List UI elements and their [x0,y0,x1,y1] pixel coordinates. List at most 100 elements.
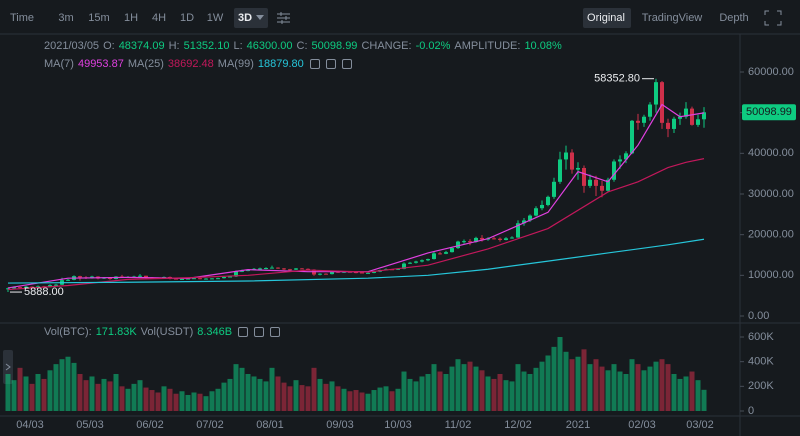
vol-label: Vol(USDT) [140,326,194,338]
x-tick-label: 10/03 [384,419,412,431]
candle-body [504,238,508,240]
volume-bar [275,376,281,411]
candle-body [318,273,322,275]
ma-line [7,158,705,291]
candle-body [540,204,544,209]
candle-body [270,267,274,269]
volume-bar [395,388,401,411]
volume-bar [371,390,377,411]
candle-body [234,271,238,277]
x-tick-label: 2021 [566,419,590,431]
candle-body [276,267,280,269]
volume-bar [647,366,653,411]
vol-tick-label: 200K [748,380,774,392]
volume-bar [143,387,149,411]
volume-bar [563,351,569,411]
ohlc-legend: 2021/03/05 O: 48374.09 H: 51352.10 L: 46300.00… [44,40,562,52]
volume-bar [221,382,227,411]
volume-bar [137,380,143,411]
volume-bar [539,361,545,411]
active-interval-box[interactable] [234,8,268,28]
candle-body [576,167,580,170]
volume-bar [209,391,215,411]
active-view-box[interactable] [583,8,631,28]
volume-bar [569,359,575,411]
volume-bar [29,383,35,411]
volume-bar [59,359,65,411]
volume-bar [287,386,293,411]
candle-body [258,268,262,270]
vol-tick-label: 600K [748,331,774,343]
volume-bar [611,364,617,411]
candle-body [612,161,616,180]
interval-button[interactable]: 3m [58,12,73,24]
candle-body [288,269,292,271]
interval-button[interactable]: 1H [124,12,138,24]
volume-bar [575,356,581,411]
volume-bar [149,390,155,411]
volume-bar [77,374,83,411]
vol-value: 171.83K [95,326,137,338]
legend-value: -0.02% [415,40,451,52]
candle-body [198,278,202,280]
volume-bar [695,380,701,411]
volume-bar [227,378,233,411]
candle-body [66,279,70,281]
candle-body [558,159,562,182]
view-button[interactable]: Original [587,12,625,24]
candle-body [354,272,358,274]
volume-bar [311,367,317,411]
ma-name: MA(25) [127,58,164,70]
candle-body [450,248,454,253]
candle-body [54,284,58,286]
interval-button[interactable]: 15m [88,12,109,24]
legend-label: AMPLITUDE: [454,40,521,52]
candle-body [240,270,244,272]
volume-bar [257,378,263,411]
fullscreen-icon[interactable] [764,10,782,26]
volume-bar [323,383,329,411]
candle-body [360,272,364,274]
volume-bar [419,376,425,411]
vol-label: Vol(BTC): [44,326,92,338]
interval-button[interactable]: 1D [180,12,194,24]
interval-button[interactable]: 4H [152,12,166,24]
volume-bar [293,380,299,411]
candle-body [546,196,550,205]
volume-bar [473,366,479,411]
volume-bar [317,378,323,411]
interval-button[interactable]: Time [10,12,34,24]
active-interval[interactable]: 3D [238,12,252,24]
view-button[interactable]: TradingView [642,12,703,24]
interval-button[interactable]: 1W [207,12,224,24]
ma-value: 38692.48 [167,58,214,70]
volume-bar [533,367,539,411]
dropdown-arrow[interactable] [256,15,264,20]
legend-label: C: [296,40,308,52]
ma-value: 49953.87 [77,58,124,70]
x-tick-label: 02/03 [628,419,656,431]
volume-bar [413,381,419,411]
collapse-arrow[interactable] [5,363,11,371]
candle-body [618,159,622,162]
settings-icon[interactable] [277,12,290,24]
candle-body [30,286,34,288]
candle-body [222,276,226,279]
legend-value: 10.08% [524,40,562,52]
candle-body [528,215,532,221]
legend-icon [238,327,249,337]
candle-body [510,237,514,239]
volume-bar [95,383,101,411]
volume-bar [329,381,335,411]
candle-body [432,253,436,260]
candle-body [228,276,232,278]
volume-bar [701,389,707,411]
candle-body [654,82,658,105]
candle-body [282,268,286,270]
candle-body [78,276,82,278]
vol-tick-label: 400K [748,356,774,368]
view-button[interactable]: Depth [719,12,748,24]
candle-body [498,238,502,240]
